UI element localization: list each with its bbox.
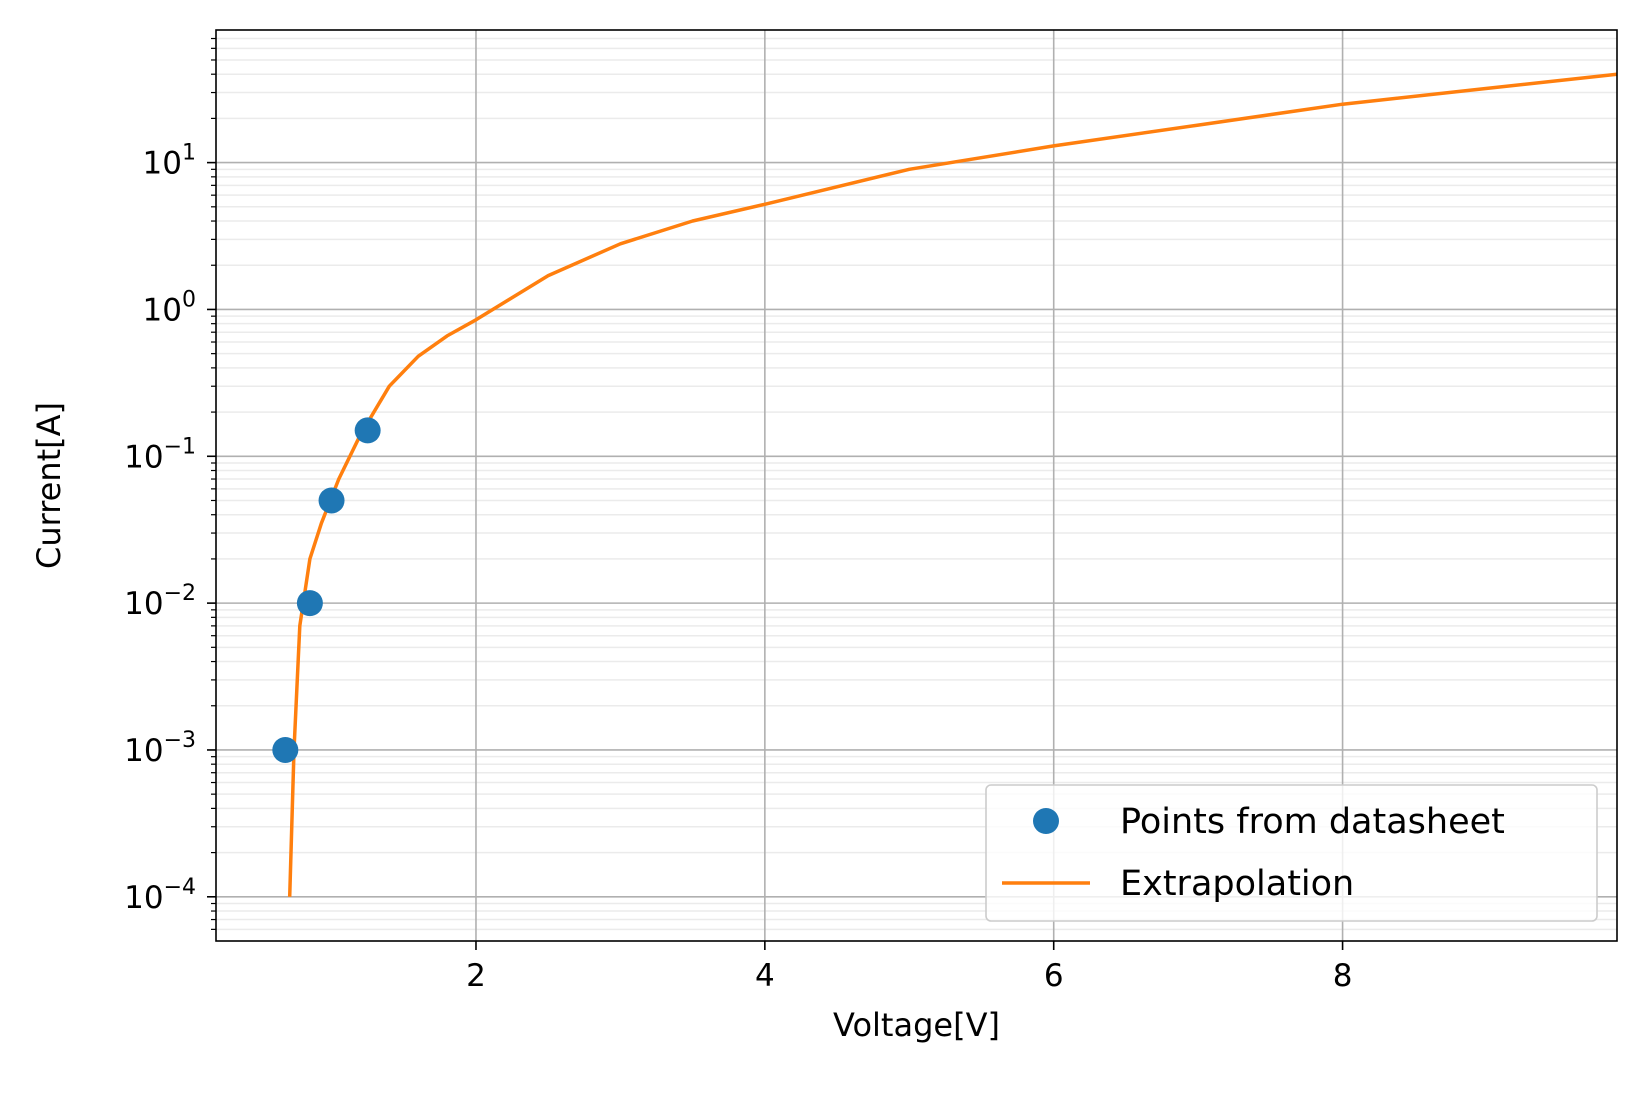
series-layer [272,72,1618,897]
data-point [272,736,299,763]
series-line-extrapolation [287,72,1618,897]
y-tick-label: 10−3 [124,728,196,769]
x-tick-label: 6 [1044,958,1064,994]
legend-marker-points [1033,808,1059,834]
x-tick-label: 8 [1333,958,1353,994]
data-point [296,590,323,617]
data-point [354,417,381,444]
ticks-layer [207,37,1344,950]
legend-label-points: Points from datasheet [1120,802,1505,842]
y-axis-title: Current[A] [30,402,68,569]
legend-box [985,784,1598,922]
plot-frame [215,29,1618,942]
y-tick-label: 101 [143,141,196,182]
y-tick-label: 100 [143,287,196,328]
minor-grid [216,37,1617,931]
y-tick-label: 10−2 [124,581,196,622]
y-tick-label: 10−4 [124,875,196,916]
x-axis-title: Voltage[V] [833,1006,1000,1044]
x-tick-label: 4 [755,958,775,994]
legend-label-extrapolation: Extrapolation [1120,864,1354,904]
legend: Points from datasheet Extrapolation [985,784,1598,922]
data-point [318,487,345,514]
x-tick-label: 2 [466,958,486,994]
tick-labels: 10−4 10−3 10−2 10−1 100 101 2 4 6 8 [124,141,1352,994]
y-tick-label: 10−1 [124,434,196,475]
